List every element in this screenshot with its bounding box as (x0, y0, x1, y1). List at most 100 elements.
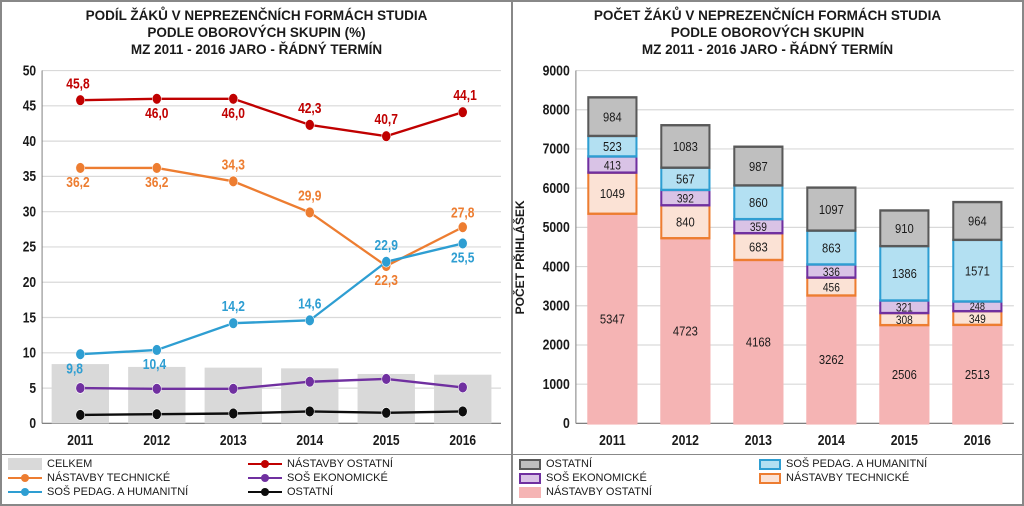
svg-text:2513: 2513 (965, 367, 990, 382)
svg-text:336: 336 (823, 266, 840, 279)
svg-text:2000: 2000 (543, 336, 570, 352)
legend-label: OSTATNÍ (546, 458, 592, 470)
svg-text:9,8: 9,8 (66, 360, 83, 376)
legend-item: NÁSTAVBY OSTATNÍ (248, 458, 478, 470)
svg-text:413: 413 (604, 159, 621, 172)
svg-text:2011: 2011 (67, 431, 93, 447)
svg-text:46,0: 46,0 (145, 104, 168, 120)
svg-text:2016: 2016 (449, 431, 476, 447)
svg-text:1000: 1000 (543, 376, 570, 392)
svg-text:456: 456 (823, 281, 840, 294)
svg-text:40: 40 (23, 133, 36, 149)
svg-text:20: 20 (23, 274, 36, 290)
svg-text:7000: 7000 (543, 140, 570, 156)
svg-text:2014: 2014 (296, 431, 323, 447)
svg-text:567: 567 (676, 171, 695, 186)
svg-text:36,2: 36,2 (66, 174, 89, 190)
legend-item: NÁSTAVBY OSTATNÍ (519, 486, 749, 498)
legend-swatch (248, 473, 282, 483)
left-chart-title: PODÍL ŽÁKŮ V NEPREZENČNÍCH FORMÁCH STUDI… (2, 2, 511, 61)
svg-text:35: 35 (23, 168, 36, 184)
svg-text:5: 5 (29, 379, 36, 395)
svg-text:1049: 1049 (600, 186, 625, 201)
svg-text:22,9: 22,9 (375, 236, 398, 252)
left-title-line2: PODLE OBOROVÝCH SKUPIN (%) (6, 25, 507, 42)
legend-swatch (759, 473, 781, 484)
left-chart-area: 0510152025303540455020112012201320142015… (2, 61, 511, 454)
legend-label: NÁSTAVBY OSTATNÍ (546, 486, 652, 498)
svg-text:523: 523 (603, 139, 622, 154)
legend-item: OSTATNÍ (248, 486, 478, 498)
svg-text:321: 321 (896, 301, 913, 314)
svg-text:25: 25 (23, 238, 36, 254)
right-chart-area: POČET PŘIHLÁŠEK 010002000300040005000600… (513, 61, 1022, 454)
svg-text:45: 45 (23, 97, 36, 113)
legend-item: SOŠ EKONOMICKÉ (519, 472, 749, 484)
right-legend: OSTATNÍ SOŠ PEDAG. A HUMANITNÍ SOŠ EKONOMI… (513, 454, 1022, 504)
svg-text:2011: 2011 (599, 432, 626, 448)
svg-text:44,1: 44,1 (453, 87, 476, 103)
svg-text:1571: 1571 (965, 263, 990, 278)
svg-text:2015: 2015 (373, 431, 400, 447)
right-yaxis-label: POČET PŘIHLÁŠEK (513, 61, 527, 454)
svg-text:34,3: 34,3 (222, 156, 245, 172)
right-panel: POČET ŽÁKŮ V NEPREZENČNÍCH FORMÁCH STUDI… (512, 1, 1023, 505)
right-title-line2: PODLE OBOROVÝCH SKUPIN (517, 25, 1018, 42)
legend-label: CELKEM (47, 458, 92, 470)
legend-label: SOŠ EKONOMICKÉ (546, 472, 647, 484)
legend-item: OSTATNÍ (519, 458, 749, 470)
svg-text:9000: 9000 (543, 62, 570, 78)
svg-text:1083: 1083 (673, 139, 698, 154)
svg-text:22,3: 22,3 (375, 272, 398, 288)
svg-text:5347: 5347 (600, 311, 625, 326)
left-legend: CELKEMNÁSTAVBY OSTATNÍNÁSTAVBY TECHNICKÉ… (2, 454, 511, 504)
legend-swatch (8, 458, 42, 470)
legend-swatch (248, 487, 282, 497)
legend-item: SOŠ EKONOMICKÉ (248, 472, 478, 484)
svg-text:3262: 3262 (819, 352, 844, 367)
svg-text:27,8: 27,8 (451, 204, 474, 220)
svg-text:5000: 5000 (543, 219, 570, 235)
svg-text:10,4: 10,4 (143, 356, 167, 372)
legend-label: OSTATNÍ (287, 486, 333, 498)
svg-text:36,2: 36,2 (145, 174, 168, 190)
legend-label: SOŠ PEDAG. A HUMANITNÍ (47, 486, 188, 498)
svg-text:683: 683 (749, 239, 768, 254)
right-chart-svg: 0100020003000400050006000700080009000201… (527, 61, 1022, 454)
svg-text:2015: 2015 (891, 432, 919, 448)
svg-text:2013: 2013 (745, 432, 772, 448)
left-panel: PODÍL ŽÁKŮ V NEPREZENČNÍCH FORMÁCH STUDI… (1, 1, 512, 505)
svg-text:910: 910 (895, 221, 914, 236)
svg-text:248: 248 (970, 301, 986, 313)
svg-text:42,3: 42,3 (298, 100, 321, 116)
svg-text:8000: 8000 (543, 101, 570, 117)
legend-item: SOŠ PEDAG. A HUMANITNÍ (759, 458, 989, 470)
svg-text:840: 840 (676, 214, 695, 229)
svg-text:987: 987 (749, 159, 768, 174)
svg-text:30: 30 (23, 203, 36, 219)
left-title-line3: MZ 2011 - 2016 JARO - ŘÁDNÝ TERMÍN (6, 42, 507, 59)
legend-swatch (519, 487, 541, 498)
svg-text:15: 15 (23, 309, 36, 325)
svg-text:25,5: 25,5 (451, 249, 474, 265)
svg-text:50: 50 (23, 62, 36, 78)
svg-text:349: 349 (969, 313, 986, 326)
legend-swatch (248, 459, 282, 469)
left-title-line1: PODÍL ŽÁKŮ V NEPREZENČNÍCH FORMÁCH STUDI… (6, 8, 507, 25)
svg-text:4168: 4168 (746, 334, 771, 349)
svg-text:4723: 4723 (673, 323, 698, 338)
svg-text:10: 10 (23, 344, 36, 360)
svg-text:2012: 2012 (143, 431, 170, 447)
legend-item: SOŠ PEDAG. A HUMANITNÍ (8, 486, 238, 498)
svg-text:984: 984 (603, 109, 622, 124)
left-chart-svg: 0510152025303540455020112012201320142015… (2, 61, 511, 454)
legend-item: NÁSTAVBY TECHNICKÉ (759, 472, 989, 484)
svg-text:964: 964 (968, 214, 987, 229)
svg-text:1386: 1386 (892, 266, 917, 281)
legend-label: NÁSTAVBY TECHNICKÉ (786, 472, 909, 484)
legend-label: NÁSTAVBY OSTATNÍ (287, 458, 393, 470)
svg-text:2016: 2016 (964, 432, 991, 448)
svg-text:6000: 6000 (543, 180, 570, 196)
legend-label: SOŠ EKONOMICKÉ (287, 472, 388, 484)
legend-label: SOŠ PEDAG. A HUMANITNÍ (786, 458, 927, 470)
